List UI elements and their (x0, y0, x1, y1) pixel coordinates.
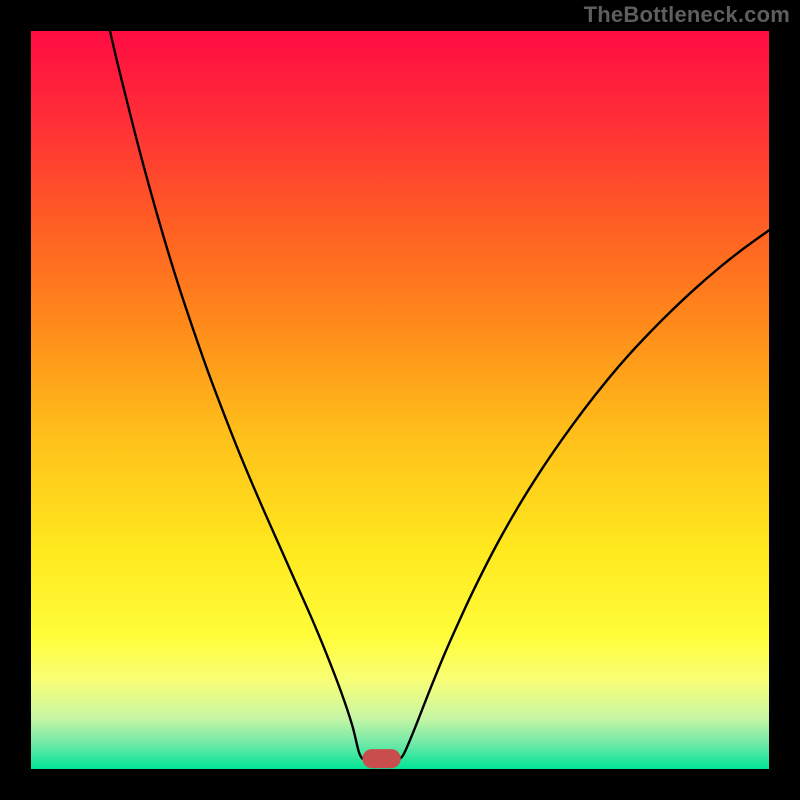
plot-background (31, 31, 769, 769)
chart-stage: TheBottleneck.com (0, 0, 800, 800)
watermark-text: TheBottleneck.com (584, 2, 790, 28)
bottom-marker (362, 749, 400, 768)
chart-svg (0, 0, 800, 800)
